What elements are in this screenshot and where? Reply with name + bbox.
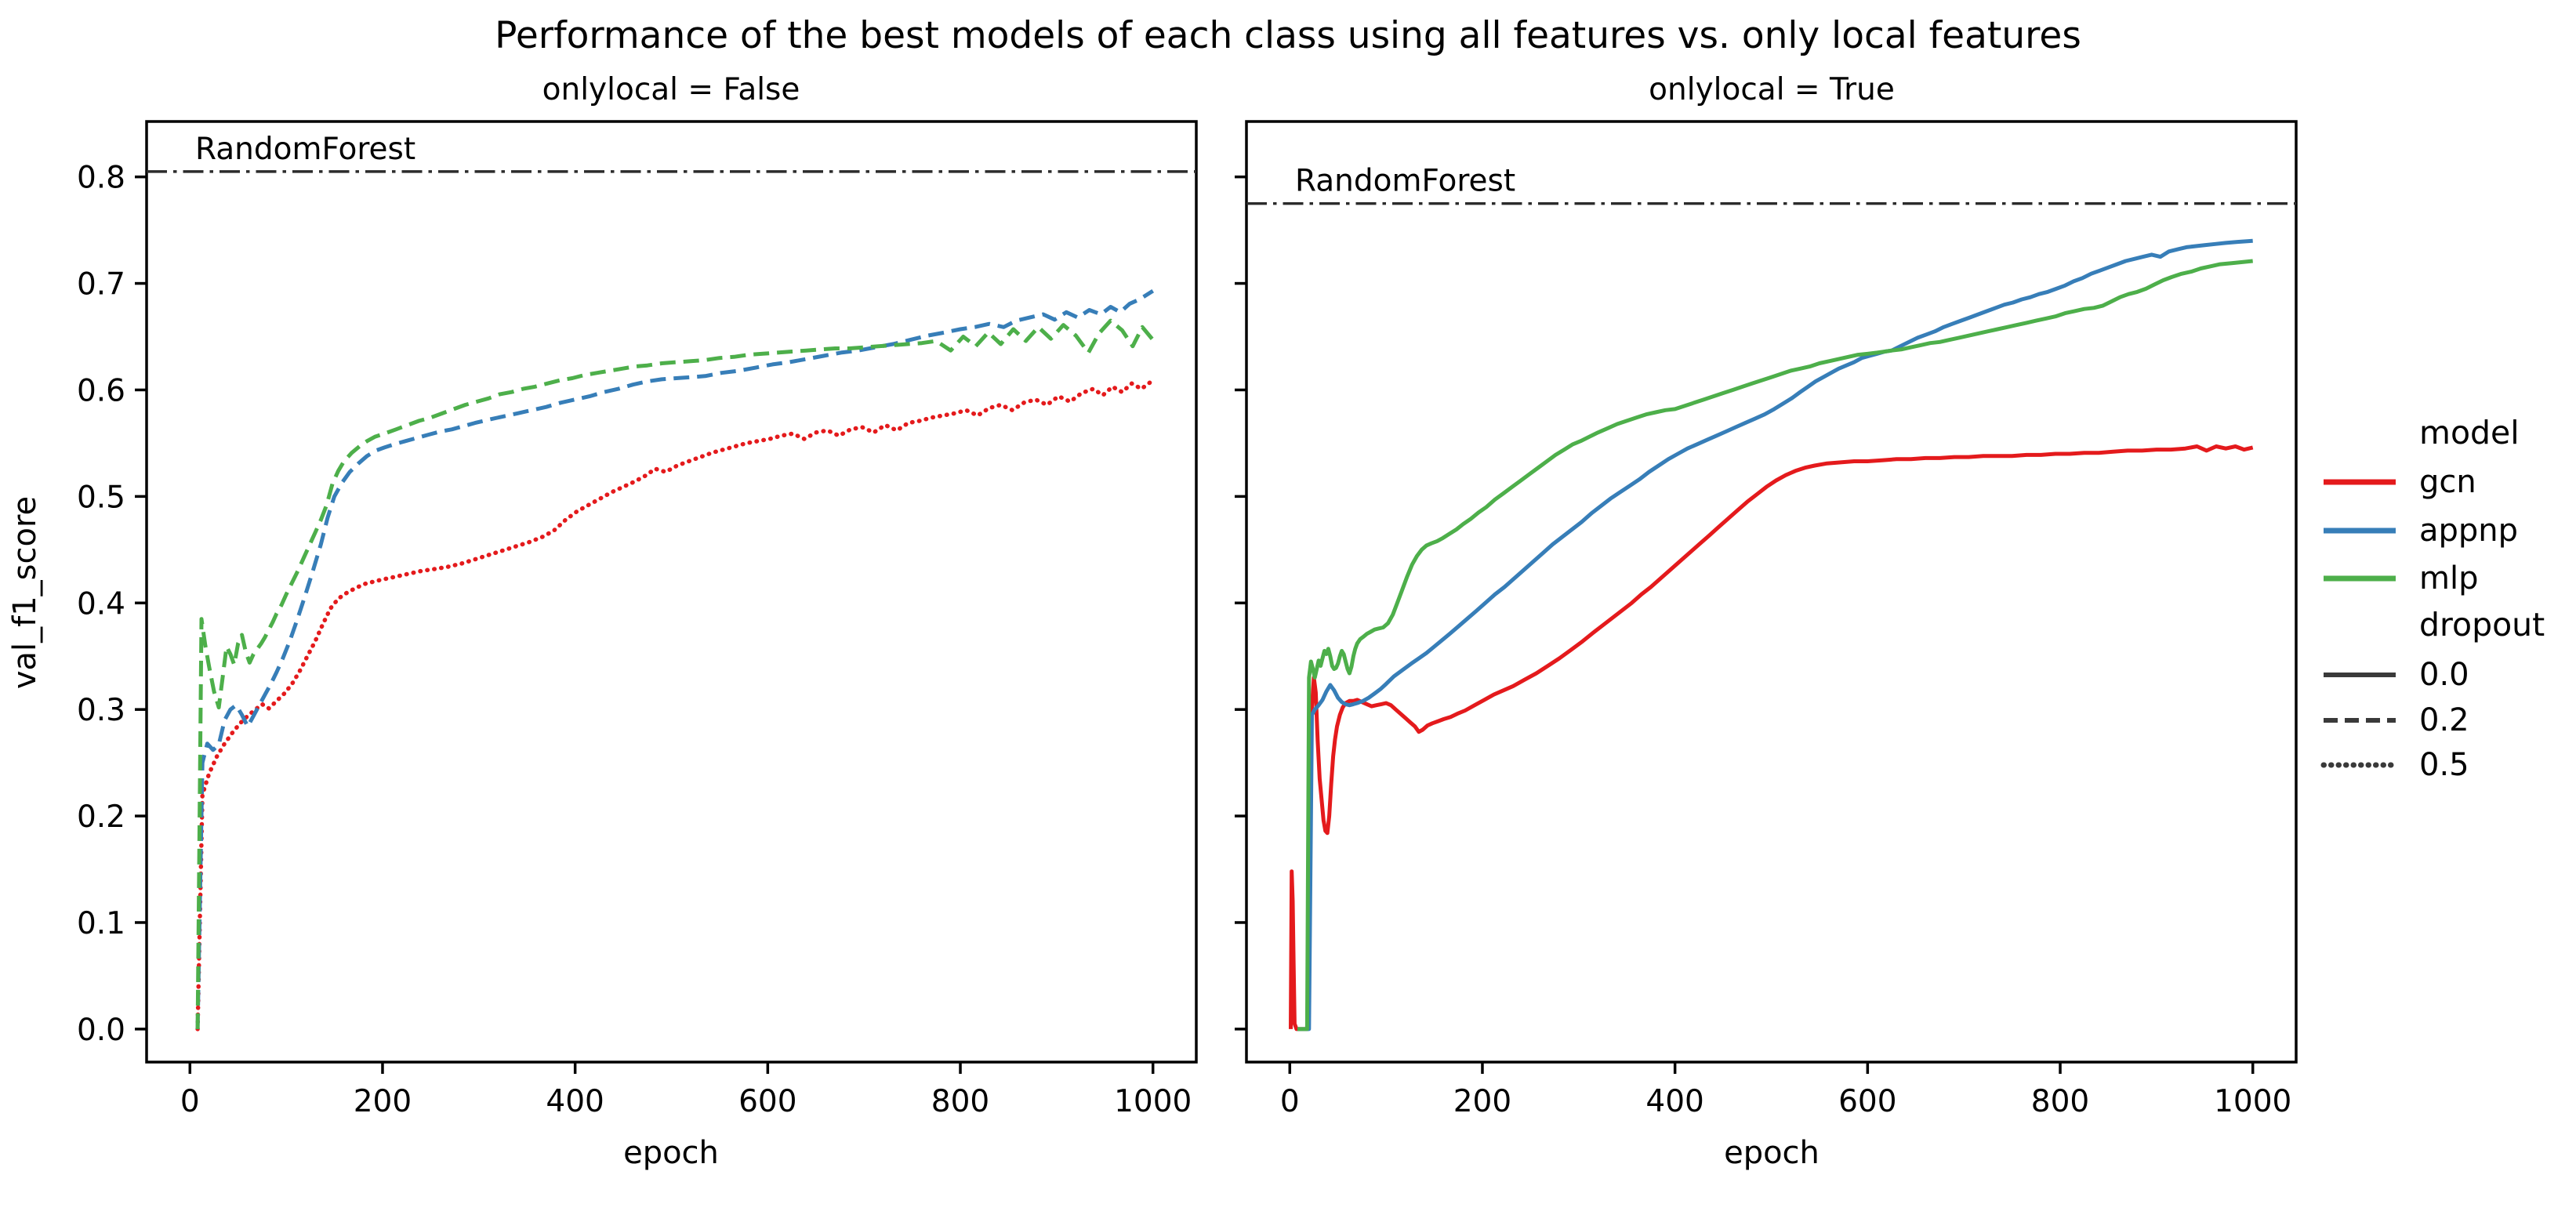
- x-tick-label: 200: [1453, 1084, 1511, 1119]
- legend-item-gcn-swatch: [2324, 479, 2396, 485]
- facet-title-onlylocal-false: onlylocal = False: [542, 72, 800, 107]
- legend-item-dropout-0.5: 0.5: [2320, 745, 2469, 785]
- legend-item-dropout-0.2-swatch: [2324, 717, 2396, 723]
- facet-1: 0 200 400 600 800 1000 RandomForest: [1235, 120, 2298, 1119]
- legend-item-appnp-label: appnp: [2419, 512, 2519, 549]
- x-axis-label-left: epoch: [623, 1135, 719, 1171]
- y-tick-label: 0.7: [77, 267, 125, 303]
- x-tick-label: 400: [546, 1084, 604, 1119]
- legend-item-dropout-0.5-label: 0.5: [2419, 747, 2469, 783]
- y-tick-label: 0.2: [77, 799, 125, 835]
- y-tick-label: 0.5: [77, 480, 125, 515]
- y-tick-label: 0.3: [77, 693, 125, 728]
- y-tick-label: 0.4: [77, 586, 125, 622]
- legend-item-dropout-0.0-swatch: [2324, 673, 2396, 677]
- facet-0: 0 200 400 600 800 1000 0.0 0.1 0.2 0.3 0.4 0.5 0.6 0.…: [77, 120, 1198, 1119]
- facet-title-onlylocal-true: onlylocal = True: [1649, 72, 1895, 107]
- series-line-mlp: [1297, 259, 2253, 1032]
- series-line-mlp: [195, 318, 1155, 1029]
- legend-item-dropout-0.2: 0.2: [2320, 700, 2469, 741]
- legend-item-appnp-swatch: [2324, 528, 2396, 533]
- legend-item-dropout-0.0: 0.0: [2320, 654, 2469, 695]
- x-tick-label: 800: [2031, 1084, 2089, 1119]
- legend-title-dropout: dropout: [2320, 604, 2545, 645]
- legend-title-model: model: [2320, 412, 2520, 453]
- x-tick-label: 1000: [2214, 1084, 2291, 1119]
- y-tick-label: 0.1: [77, 906, 125, 941]
- axes-spines: [1245, 120, 2298, 1064]
- legend-title-dropout-text: dropout: [2419, 606, 2545, 644]
- x-tick-label: 0: [1280, 1084, 1300, 1119]
- x-tick-label: 600: [1838, 1084, 1896, 1119]
- series-line-appnp: [1297, 238, 2253, 1032]
- series-line-gcn: [1289, 444, 2254, 1032]
- legend-item-appnp: appnp: [2320, 510, 2518, 551]
- randomforest-label: RandomForest: [1295, 164, 1515, 199]
- axes-spines: [145, 120, 1198, 1064]
- y-tick-label: 0.0: [77, 1013, 125, 1048]
- x-tick-label: 600: [738, 1084, 796, 1119]
- x-axis-label-right: epoch: [1724, 1135, 1820, 1171]
- x-tick-label: 400: [1645, 1084, 1703, 1119]
- y-tick-label: 0.6: [77, 373, 125, 408]
- legend-item-gcn-label: gcn: [2419, 464, 2476, 500]
- x-tick-label: 0: [180, 1084, 200, 1119]
- legend-item-dropout-0.0-label: 0.0: [2419, 657, 2469, 693]
- legend-item-dropout-0.5-swatch: [2320, 762, 2399, 768]
- y-tick-label: 0.8: [77, 161, 125, 196]
- randomforest-label: RandomForest: [195, 132, 415, 167]
- x-tick-label: 200: [354, 1084, 412, 1119]
- x-tick-label: 800: [931, 1084, 989, 1119]
- legend-item-mlp: mlp: [2320, 558, 2478, 599]
- legend-item-mlp-swatch: [2324, 575, 2396, 582]
- figure-title: Performance of the best models of each c…: [495, 14, 2081, 57]
- legend-item-mlp-label: mlp: [2419, 560, 2479, 596]
- legend-item-gcn: gcn: [2320, 462, 2476, 502]
- x-tick-label: 1000: [1114, 1084, 1192, 1119]
- legend-item-dropout-0.2-label: 0.2: [2419, 702, 2469, 738]
- series-line-appnp: [195, 288, 1155, 1029]
- legend-title-model-text: model: [2419, 414, 2520, 451]
- series-line-gcn: [195, 378, 1156, 1032]
